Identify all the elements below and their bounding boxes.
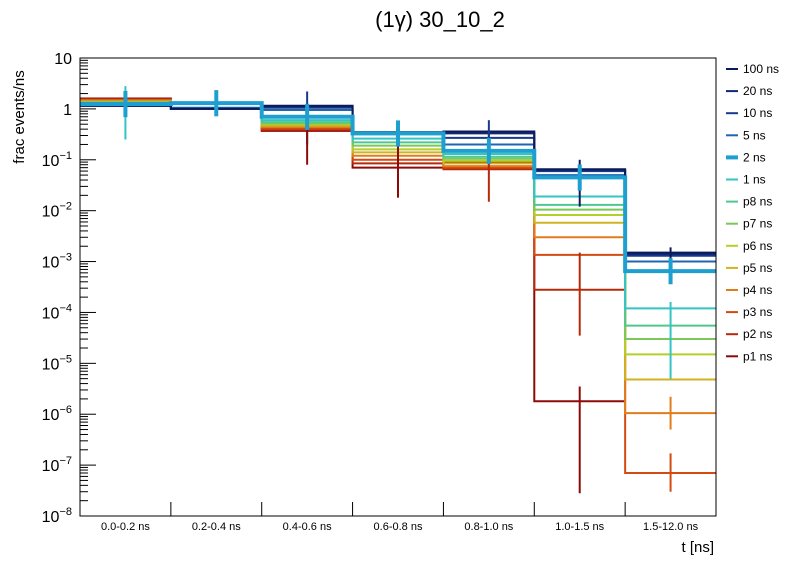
y-tick-label: 10−3 xyxy=(42,252,72,272)
y-tick-base: 10 xyxy=(42,356,60,373)
legend-label: 5 ns xyxy=(743,128,766,142)
y-tick-base: 10 xyxy=(42,255,60,272)
x-tick-label: 0.4-0.6 ns xyxy=(283,521,332,533)
y-tick-label: 10−2 xyxy=(42,201,72,221)
legend-label: p1 ns xyxy=(743,349,772,363)
legend-item: p1 ns xyxy=(726,349,772,363)
y-tick-exponent: −1 xyxy=(59,150,72,162)
y-tick-exponent: −4 xyxy=(59,302,72,314)
y-tick-exponent: −5 xyxy=(59,353,72,365)
legend-label: 2 ns xyxy=(743,150,766,164)
legend-label: 10 ns xyxy=(743,106,772,120)
y-tick-label: 10−1 xyxy=(42,150,72,170)
legend-label: p6 ns xyxy=(743,239,772,253)
y-tick-base: 10 xyxy=(42,204,60,221)
y-tick-label: 10−6 xyxy=(42,404,72,424)
legend-item: p2 ns xyxy=(726,327,772,341)
y-tick-base: 10 xyxy=(42,509,60,526)
chart-title: (1γ) 30_10_2 xyxy=(375,7,505,32)
y-axis-label: frac events/ns xyxy=(11,70,28,163)
y-tick-base: 10 xyxy=(42,407,60,424)
legend-item: p6 ns xyxy=(726,239,772,253)
legend-item: p4 ns xyxy=(726,283,772,297)
y-tick-label: 10−7 xyxy=(42,455,72,475)
legend-label: p8 ns xyxy=(743,195,772,209)
plot-frame xyxy=(79,57,717,517)
legend-item: 1 ns xyxy=(726,173,766,187)
y-tick-label: 10−8 xyxy=(42,506,72,526)
y-tick-label: 10−5 xyxy=(42,353,72,373)
y-tick-label: 10 xyxy=(54,51,72,68)
y-tick-label: 10−4 xyxy=(42,302,72,322)
legend-label: 1 ns xyxy=(743,173,766,187)
legend-item: 100 ns xyxy=(726,62,779,76)
legend-label: p2 ns xyxy=(743,327,772,341)
legend-item: 5 ns xyxy=(726,128,766,142)
y-tick-label: 1 xyxy=(63,102,72,119)
legend-item: p3 ns xyxy=(726,305,772,319)
y-tick-exponent: −8 xyxy=(59,506,72,518)
legend-label: p3 ns xyxy=(743,305,772,319)
y-tick-exponent: −7 xyxy=(59,455,72,467)
legend-label: p4 ns xyxy=(743,283,772,297)
y-tick-exponent: −2 xyxy=(59,201,72,213)
y-tick-base: 10 xyxy=(42,305,60,322)
y-tick-base: 10 xyxy=(54,51,72,68)
x-tick-label: 1.0-1.5 ns xyxy=(555,521,604,533)
legend-label: p7 ns xyxy=(743,217,772,231)
legend-label: p5 ns xyxy=(743,261,772,275)
legend-item: 10 ns xyxy=(726,106,772,120)
x-tick-label: 1.5-12.0 ns xyxy=(643,521,699,533)
legend: 100 ns 20 ns 10 ns 5 ns 2 ns 1 ns p8 ns p7 ns p6… xyxy=(726,62,779,363)
legend-item: p5 ns xyxy=(726,261,772,275)
legend-item: 20 ns xyxy=(726,84,772,98)
series-layer xyxy=(80,86,716,494)
y-tick-exponent: −3 xyxy=(59,252,72,264)
x-axis-label: t [ns] xyxy=(681,539,714,556)
legend-label: 20 ns xyxy=(743,84,772,98)
x-tick-label: 0.8-1.0 ns xyxy=(464,521,513,533)
x-tick-label: 0.6-0.8 ns xyxy=(374,521,423,533)
y-tick-base: 10 xyxy=(42,153,60,170)
x-tick-label: 0.0-0.2 ns xyxy=(101,521,150,533)
y-tick-base: 10 xyxy=(42,458,60,475)
legend-item: p8 ns xyxy=(726,195,772,209)
legend-item: p7 ns xyxy=(726,217,772,231)
axes: 10110−110−210−310−410−510−610−710−80.0-0… xyxy=(42,51,717,533)
legend-item: 2 ns xyxy=(726,150,766,164)
y-tick-base: 1 xyxy=(63,102,72,119)
legend-label: 100 ns xyxy=(743,62,779,76)
x-tick-label: 0.2-0.4 ns xyxy=(192,521,241,533)
y-tick-exponent: −6 xyxy=(59,404,72,416)
